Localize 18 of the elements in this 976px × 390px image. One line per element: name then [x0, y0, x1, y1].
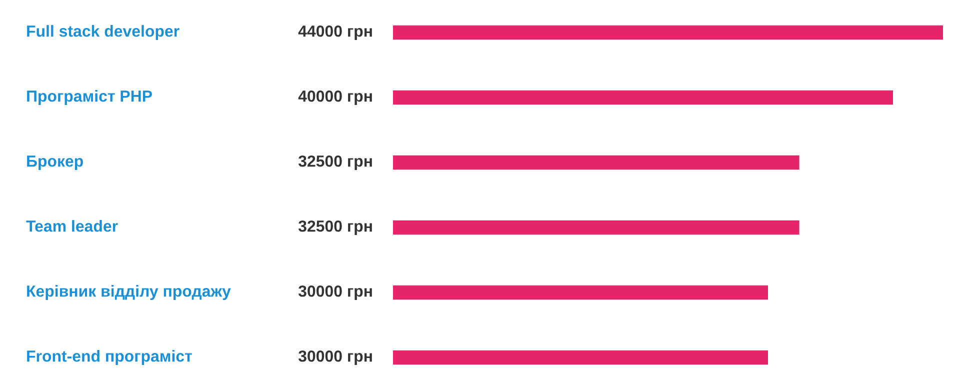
data-label: 30000 грн: [298, 350, 372, 365]
bar: [393, 285, 768, 300]
bar: [393, 350, 768, 365]
y-tick-label: Програміст PHP: [27, 90, 152, 105]
y-tick-label: Керівник відділу продажу: [27, 285, 231, 300]
bar: [393, 220, 800, 235]
bar: [393, 155, 800, 170]
data-label: 40000 грн: [298, 90, 372, 105]
data-label: 32500 грн: [298, 220, 372, 235]
bar: [393, 25, 943, 40]
y-tick-label: Брокер: [27, 156, 83, 170]
data-label: 44000 грн: [298, 25, 372, 40]
y-tick-label: Team leader: [26, 220, 118, 232]
bar: [393, 90, 893, 105]
y-tick-label: Full stack developer: [27, 25, 180, 40]
y-tick-label: Front-end програміст: [27, 350, 192, 365]
data-label: 30000 грн: [298, 285, 372, 300]
data-label: 32500 грн: [298, 155, 372, 170]
